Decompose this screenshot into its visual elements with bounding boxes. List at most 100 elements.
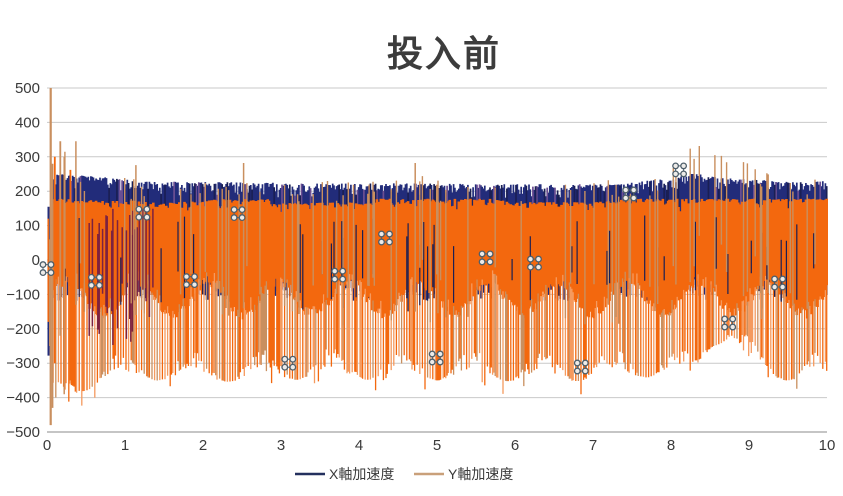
selection-marker-dot bbox=[143, 205, 151, 213]
selection-marker-dot bbox=[622, 194, 630, 202]
selection-marker-dot bbox=[721, 323, 729, 331]
selection-marker-dot bbox=[339, 275, 347, 283]
selection-marker-dot bbox=[183, 273, 190, 281]
y-axis-tick-label: 500 bbox=[15, 80, 40, 97]
selection-marker-dot bbox=[386, 230, 393, 238]
x-axis-tick-label: 3 bbox=[277, 437, 285, 454]
selection-marker[interactable] bbox=[183, 273, 198, 289]
selection-marker-dot bbox=[573, 367, 581, 375]
x-axis-tick-label: 9 bbox=[745, 437, 753, 454]
selection-marker[interactable] bbox=[622, 186, 638, 202]
x-axis-tick-label: 7 bbox=[589, 437, 597, 454]
y-axis-tick-label: 300 bbox=[15, 149, 40, 166]
selection-marker[interactable] bbox=[230, 206, 246, 222]
selection-marker-dot bbox=[680, 162, 688, 170]
selection-marker-dot bbox=[95, 273, 103, 281]
y-axis-tick-label: −500 bbox=[6, 424, 40, 441]
selection-marker[interactable] bbox=[478, 250, 494, 266]
selection-marker[interactable] bbox=[771, 275, 787, 291]
selection-marker-dot bbox=[378, 238, 385, 246]
selection-marker[interactable] bbox=[39, 261, 55, 277]
legend: X軸加速度 Y軸加速度 bbox=[295, 466, 513, 482]
selection-marker-dot bbox=[573, 359, 581, 367]
y-axis-tick-label: 0 bbox=[32, 252, 40, 269]
y-axis-tick-label: −300 bbox=[6, 355, 40, 372]
selection-marker-dot bbox=[535, 255, 542, 263]
selection-marker-dot bbox=[135, 213, 143, 221]
selection-marker-dot bbox=[87, 281, 95, 289]
waveform-strokes bbox=[51, 141, 62, 408]
selection-marker-dot bbox=[331, 275, 339, 283]
x-axis-tick-label: 5 bbox=[433, 437, 441, 454]
selection-marker[interactable] bbox=[672, 162, 688, 178]
selection-marker[interactable] bbox=[281, 355, 297, 371]
y-axis-tick-label: −400 bbox=[6, 390, 40, 407]
selection-marker[interactable] bbox=[527, 255, 542, 271]
selection-marker-dot bbox=[630, 186, 638, 194]
selection-marker-dot bbox=[428, 350, 436, 358]
legend-label-y: Y軸加速度 bbox=[448, 466, 513, 482]
selection-markers bbox=[39, 162, 787, 375]
y-axis-tick-label: −100 bbox=[6, 286, 40, 303]
selection-marker-dot bbox=[191, 281, 198, 289]
selection-marker-dot bbox=[39, 261, 47, 269]
y-axis-tick-label: 400 bbox=[15, 114, 40, 131]
legend-item-x-acceleration[interactable]: X軸加速度 bbox=[295, 466, 394, 482]
y-axis-tick-label: 100 bbox=[15, 218, 40, 235]
selection-marker-dot bbox=[527, 255, 534, 263]
selection-marker[interactable] bbox=[573, 359, 589, 375]
selection-marker-dot bbox=[95, 281, 103, 289]
waveform-strokes bbox=[63, 141, 416, 395]
selection-marker-dot bbox=[779, 283, 787, 291]
selection-marker-dot bbox=[47, 269, 55, 277]
selection-marker-dot bbox=[527, 263, 534, 271]
selection-marker-dot bbox=[478, 250, 486, 258]
selection-marker-dot bbox=[47, 261, 55, 269]
x-axis-tick-label: 4 bbox=[355, 437, 363, 454]
selection-marker-dot bbox=[289, 355, 297, 363]
selection-marker-dot bbox=[135, 205, 143, 213]
selection-marker-dot bbox=[622, 186, 630, 194]
selection-marker[interactable] bbox=[721, 315, 737, 331]
selection-marker[interactable] bbox=[331, 267, 347, 283]
selection-marker-dot bbox=[630, 194, 638, 202]
selection-marker-dot bbox=[672, 170, 680, 178]
selection-marker[interactable] bbox=[87, 273, 103, 289]
selection-marker-dot bbox=[721, 315, 729, 323]
selection-marker-dot bbox=[581, 359, 589, 367]
selection-marker-dot bbox=[771, 275, 779, 283]
selection-marker-dot bbox=[39, 269, 47, 277]
selection-marker-dot bbox=[378, 230, 385, 238]
selection-marker-dot bbox=[191, 273, 198, 281]
x-axis-tick-label: 2 bbox=[199, 437, 207, 454]
selection-marker-dot bbox=[478, 258, 486, 266]
selection-marker-dot bbox=[486, 250, 494, 258]
waveform-strokes bbox=[53, 156, 72, 381]
selection-marker[interactable] bbox=[428, 350, 444, 366]
selection-marker-dot bbox=[535, 263, 542, 271]
legend-item-y-acceleration[interactable]: Y軸加速度 bbox=[414, 466, 513, 482]
selection-marker-dot bbox=[486, 258, 494, 266]
selection-marker-dot bbox=[436, 358, 444, 366]
selection-marker-dot bbox=[672, 162, 680, 170]
selection-marker[interactable] bbox=[378, 230, 393, 246]
x-axis-tick-label: 0 bbox=[43, 437, 51, 454]
selection-marker-dot bbox=[729, 323, 737, 331]
series-y-acceleration-overlay[interactable] bbox=[47, 88, 816, 426]
x-axis-tick-label: 1 bbox=[121, 437, 129, 454]
selection-marker-dot bbox=[238, 214, 246, 222]
selection-marker-dot bbox=[230, 214, 238, 222]
x-axis-tick-label: 6 bbox=[511, 437, 519, 454]
y-axis-tick-label: 200 bbox=[15, 183, 40, 200]
selection-marker-dot bbox=[771, 283, 779, 291]
selection-marker-dot bbox=[386, 238, 393, 246]
chart-title: 投入前 bbox=[387, 33, 501, 74]
selection-marker[interactable] bbox=[135, 205, 151, 221]
x-axis-tick-label: 8 bbox=[667, 437, 675, 454]
selection-marker-dot bbox=[331, 267, 339, 275]
selection-marker-dot bbox=[289, 363, 297, 371]
legend-label-x: X軸加速度 bbox=[329, 466, 394, 482]
selection-marker-dot bbox=[436, 350, 444, 358]
